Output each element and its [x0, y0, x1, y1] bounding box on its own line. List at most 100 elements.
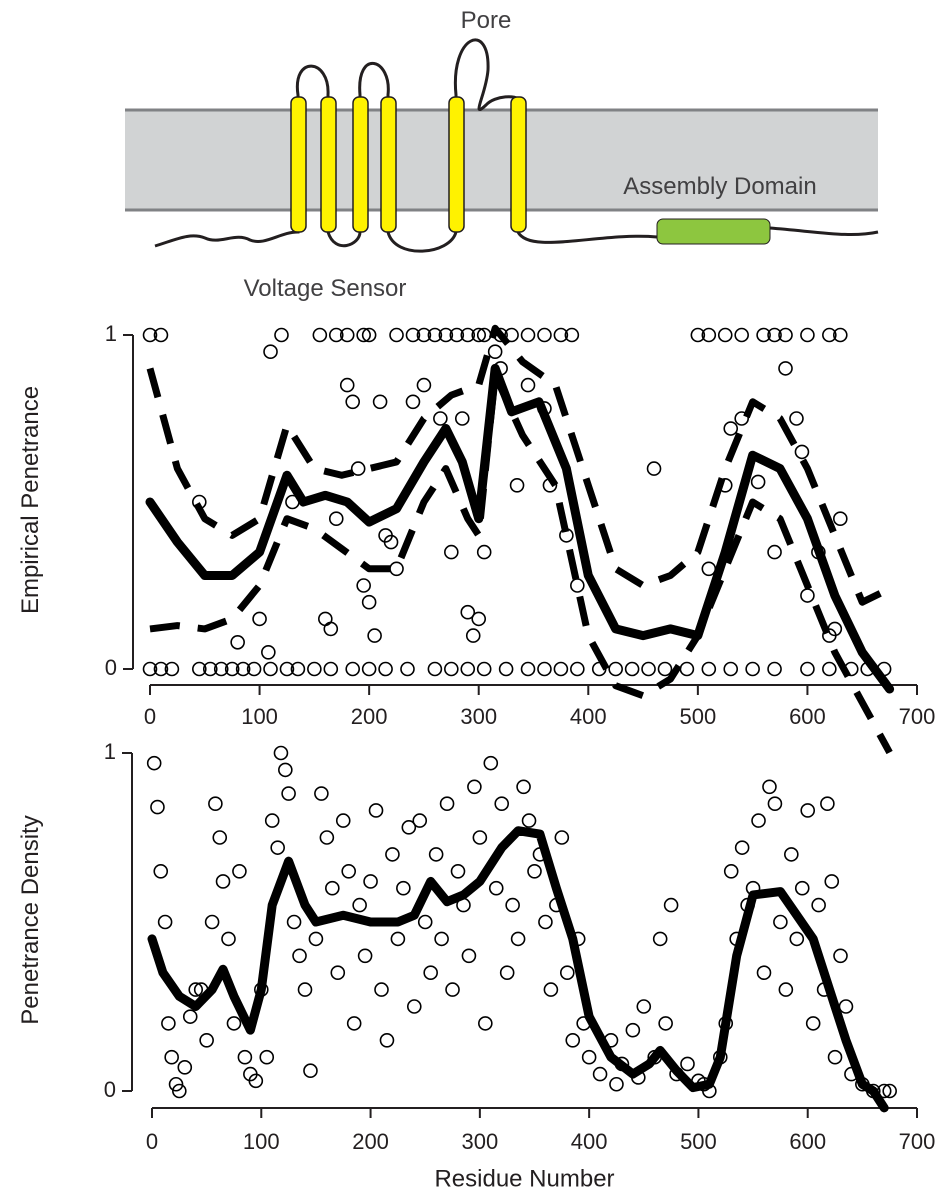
data-point: [520, 377, 536, 393]
x-tick-label: 200: [351, 704, 388, 729]
data-point: [273, 745, 289, 761]
data-point: [434, 931, 449, 947]
x-tick-label: 0: [144, 704, 156, 729]
data-point: [224, 661, 240, 677]
data-point: [161, 1016, 176, 1031]
data-point: [679, 661, 695, 677]
data-point: [341, 863, 357, 879]
data-point: [794, 444, 810, 460]
data-point: [800, 588, 815, 603]
data-point: [800, 661, 815, 677]
data-point: [778, 982, 794, 997]
data-point: [212, 830, 228, 845]
data-point: [745, 661, 760, 677]
x-tick-label: 100: [243, 1129, 280, 1154]
data-point: [346, 1016, 362, 1031]
x-tick-label: 200: [352, 1129, 389, 1154]
data-point: [624, 661, 640, 677]
data-point: [150, 799, 165, 815]
y-axis-label: Empirical Penetrance: [17, 386, 44, 614]
data-point: [538, 914, 553, 930]
data-point: [345, 394, 361, 410]
data-point: [153, 661, 169, 677]
data-point: [778, 327, 793, 343]
data-point: [498, 661, 514, 677]
data-point: [488, 880, 504, 896]
data-point: [428, 847, 444, 862]
data-point: [471, 327, 487, 343]
data-point: [350, 461, 366, 476]
data-point: [416, 327, 432, 343]
data-point: [263, 344, 278, 360]
data-point: [252, 611, 267, 627]
data-point: [263, 661, 278, 677]
channel-diagram: Pore Assembly Domain Voltage Sensor: [125, 7, 879, 302]
data-point: [374, 982, 389, 997]
confidence-line: [149, 371, 893, 755]
data-point: [352, 897, 367, 913]
data-point: [833, 948, 848, 964]
data-point: [439, 796, 455, 812]
chart: 0 100 200 300 400 500 600 700 0 1 Penetrance Densi…: [17, 739, 935, 1193]
data-point: [146, 755, 162, 771]
data-point: [361, 327, 377, 343]
data-point: [657, 661, 673, 677]
data-point: [510, 931, 526, 947]
data-point: [325, 880, 340, 896]
data-point: [357, 948, 373, 964]
data-point: [756, 965, 772, 981]
data-point: [323, 621, 339, 637]
data-point: [378, 661, 393, 677]
data-point: [483, 755, 499, 771]
data-point: [400, 661, 415, 677]
data-point: [465, 628, 481, 643]
data-point: [368, 803, 384, 818]
data-point: [762, 779, 777, 795]
x-tick-label: 600: [789, 1129, 826, 1154]
helix: [380, 96, 397, 233]
data-point: [281, 786, 296, 801]
x-tick-label: 700: [899, 704, 936, 729]
data-point: [460, 661, 476, 677]
data-point: [199, 1033, 214, 1048]
x-tick-label: 500: [679, 704, 716, 729]
fit-line: [147, 826, 889, 1113]
y-tick-label: 0: [104, 1077, 116, 1102]
data-point: [805, 1016, 821, 1031]
data-point: [559, 965, 575, 981]
data-point: [328, 327, 344, 343]
data-point: [652, 931, 668, 947]
data-point: [307, 661, 322, 677]
assembly-domain-label: Assembly Domain: [623, 173, 816, 200]
data-point: [330, 965, 346, 981]
data-point: [449, 327, 465, 343]
pore-label: Pore: [461, 7, 512, 34]
helix: [320, 96, 337, 233]
chart: 0 100 200 300 400 500 600 700 0 1 Empirical Penetr…: [17, 321, 936, 755]
data-point: [274, 327, 289, 343]
y-tick-label: 0: [105, 655, 117, 680]
data-point: [356, 578, 371, 593]
data-point: [608, 661, 623, 677]
data-point: [625, 1022, 641, 1038]
data-point: [570, 661, 585, 677]
data-point: [303, 1063, 318, 1079]
data-point: [278, 762, 293, 778]
data-point: [427, 327, 443, 343]
data-point: [476, 544, 492, 560]
data-point: [723, 421, 739, 436]
x-tick-label: 700: [899, 1129, 936, 1154]
data-point: [401, 820, 417, 835]
helix: [290, 96, 307, 233]
data-point: [767, 796, 783, 812]
data-point: [427, 661, 443, 677]
data-point: [361, 661, 377, 677]
data-point: [827, 1049, 843, 1065]
data-point: [361, 594, 377, 610]
data-point: [472, 830, 488, 845]
data-point: [800, 803, 816, 818]
data-point: [213, 661, 229, 677]
data-point: [208, 796, 223, 812]
data-point: [832, 327, 848, 343]
